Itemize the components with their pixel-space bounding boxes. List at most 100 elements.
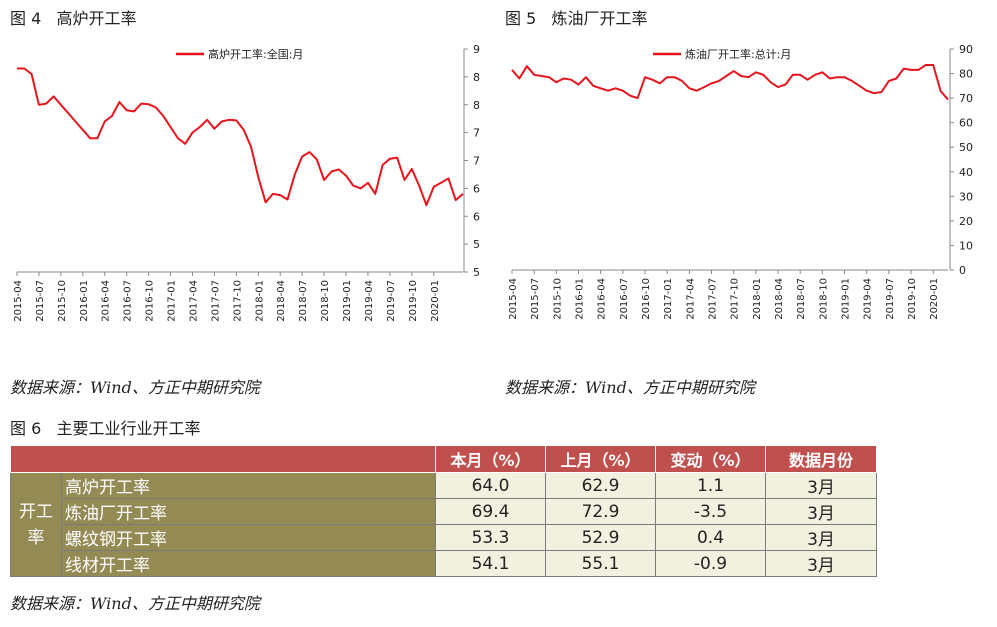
legend-label: 高炉开工率:全国:月 bbox=[208, 47, 303, 61]
x-tick-label: 2016-10 bbox=[145, 280, 156, 322]
y-tick-label: 75 bbox=[473, 127, 480, 140]
row-previous: 52.9 bbox=[545, 524, 656, 551]
x-tick-label: 2015-04 bbox=[13, 280, 24, 322]
y-tick-label: 90 bbox=[959, 43, 973, 56]
x-tick-label: 2015-07 bbox=[530, 278, 541, 320]
fig4-chart: 90 85 80 75 70 65 60 55 50 2015-04 2015-07 2015-10 2… bbox=[13, 43, 480, 322]
x-tick-label: 2019-01 bbox=[841, 278, 852, 320]
group-label-line: 开工 bbox=[18, 501, 53, 522]
y-tick-label: 0 bbox=[959, 264, 966, 277]
series-line bbox=[17, 67, 464, 207]
x-tick-label: 2016-04 bbox=[597, 278, 608, 320]
header-previous-month: 上月（%） bbox=[545, 445, 656, 473]
x-tick-label: 2016-07 bbox=[123, 280, 134, 322]
y-tick-label: 55 bbox=[473, 238, 480, 251]
y-tick-label: 65 bbox=[473, 182, 480, 195]
legend-label: 炼油厂开工率:总计:月 bbox=[685, 47, 791, 61]
x-tick-label: 2015-07 bbox=[35, 280, 46, 322]
x-tick-label: 2017-04 bbox=[685, 278, 696, 320]
fig5-chart: 90 80 70 60 50 40 30 20 10 0 2015-04 2015-07 2015-10… bbox=[508, 43, 973, 320]
x-tick-label: 2018-04 bbox=[276, 280, 287, 322]
fig6-title: 图 6 主要工业行业开工率 bbox=[10, 419, 201, 438]
table-row: 螺纹钢开工率 53.3 52.9 0.4 3月 bbox=[11, 524, 877, 551]
row-change: 1.1 bbox=[655, 472, 766, 499]
x-tick-label: 2017-07 bbox=[708, 278, 719, 320]
y-tick-label: 80 bbox=[959, 68, 973, 81]
row-change: 0.4 bbox=[655, 524, 766, 551]
x-tick-label: 2015-04 bbox=[508, 278, 519, 320]
y-tick-label: 60 bbox=[959, 117, 973, 130]
x-tick-label: 2017-04 bbox=[188, 280, 199, 322]
x-tick-label: 2019-04 bbox=[364, 280, 375, 322]
y-tick-label: 70 bbox=[959, 92, 973, 105]
row-change: -0.9 bbox=[655, 550, 766, 577]
x-tick-label: 2018-10 bbox=[818, 278, 829, 320]
row-month: 3月 bbox=[765, 472, 877, 499]
y-tick-label: 85 bbox=[473, 71, 480, 84]
x-tick-label: 2017-10 bbox=[232, 280, 243, 322]
industry-utilization-table: 本月（%） 上月（%） 变动（%） 数据月份 开工率 高炉开工率 64.0 62… bbox=[10, 445, 877, 579]
header-data-month: 数据月份 bbox=[765, 445, 877, 473]
row-month: 3月 bbox=[765, 524, 877, 551]
x-tick-label: 2017-01 bbox=[167, 280, 178, 322]
row-name: 高炉开工率 bbox=[61, 472, 436, 499]
group-label: 开工率 bbox=[10, 472, 62, 577]
y-tick-label: 70 bbox=[473, 155, 480, 168]
row-current: 53.3 bbox=[435, 524, 546, 551]
x-tick-label: 2018-01 bbox=[254, 280, 265, 322]
row-change: -3.5 bbox=[655, 498, 766, 525]
y-tick-label: 30 bbox=[959, 190, 973, 203]
fig5-title: 图 5 炼油厂开工率 bbox=[505, 9, 648, 28]
x-tick-label: 2018-01 bbox=[752, 278, 763, 320]
row-current: 69.4 bbox=[435, 498, 546, 525]
header-blank bbox=[10, 445, 436, 473]
y-tick-label: 80 bbox=[473, 99, 480, 112]
row-current: 54.1 bbox=[435, 550, 546, 577]
row-name: 炼油厂开工率 bbox=[61, 498, 436, 525]
x-tick-label: 2018-04 bbox=[774, 278, 785, 320]
x-tick-label: 2016-10 bbox=[641, 278, 652, 320]
table-row: 线材开工率 54.1 55.1 -0.9 3月 bbox=[11, 550, 877, 577]
y-tick-label: 40 bbox=[959, 166, 973, 179]
x-tick-label: 2016-04 bbox=[101, 280, 112, 322]
y-tick-label: 20 bbox=[959, 215, 973, 228]
x-tick-label: 2016-07 bbox=[619, 278, 630, 320]
y-tick-label: 50 bbox=[959, 141, 973, 154]
series-line bbox=[511, 64, 949, 101]
x-tick-label: 2018-07 bbox=[796, 278, 807, 320]
header-current-month: 本月（%） bbox=[435, 445, 546, 473]
row-month: 3月 bbox=[765, 498, 877, 525]
x-tick-label: 2019-07 bbox=[386, 280, 397, 322]
source-note-fig6: 数据来源：Wind、方正中期研究院 bbox=[10, 594, 260, 613]
x-tick-label: 2020-01 bbox=[929, 278, 940, 320]
x-tick-label: 2017-10 bbox=[730, 278, 741, 320]
table-header-row: 本月（%） 上月（%） 变动（%） 数据月份 bbox=[10, 445, 877, 473]
source-note-fig4: 数据来源：Wind、方正中期研究院 bbox=[10, 378, 260, 397]
y-tick-label: 60 bbox=[473, 210, 480, 223]
x-tick-label: 2019-10 bbox=[408, 280, 419, 322]
row-previous: 55.1 bbox=[545, 550, 656, 577]
row-previous: 62.9 bbox=[545, 472, 656, 499]
row-month: 3月 bbox=[765, 550, 877, 577]
y-tick-label: 50 bbox=[473, 266, 480, 279]
x-tick-label: 2019-01 bbox=[342, 280, 353, 322]
row-name: 线材开工率 bbox=[61, 550, 436, 577]
y-tick-label: 10 bbox=[959, 239, 973, 252]
row-previous: 72.9 bbox=[545, 498, 656, 525]
x-tick-label: 2015-10 bbox=[57, 280, 68, 322]
source-note-fig5: 数据来源：Wind、方正中期研究院 bbox=[505, 378, 755, 397]
x-tick-label: 2020-01 bbox=[430, 280, 441, 322]
table-row: 炼油厂开工率 69.4 72.9 -3.5 3月 bbox=[11, 498, 877, 525]
row-name: 螺纹钢开工率 bbox=[61, 524, 436, 551]
x-tick-label: 2019-04 bbox=[863, 278, 874, 320]
x-tick-label: 2018-10 bbox=[320, 280, 331, 322]
x-tick-label: 2016-01 bbox=[79, 280, 90, 322]
x-tick-label: 2017-07 bbox=[210, 280, 221, 322]
row-current: 64.0 bbox=[435, 472, 546, 499]
x-tick-label: 2018-07 bbox=[298, 280, 309, 322]
x-tick-label: 2015-10 bbox=[552, 278, 563, 320]
header-change: 变动（%） bbox=[655, 445, 766, 473]
x-tick-label: 2019-07 bbox=[885, 278, 896, 320]
y-tick-label: 90 bbox=[473, 43, 480, 56]
x-tick-label: 2019-10 bbox=[907, 278, 918, 320]
